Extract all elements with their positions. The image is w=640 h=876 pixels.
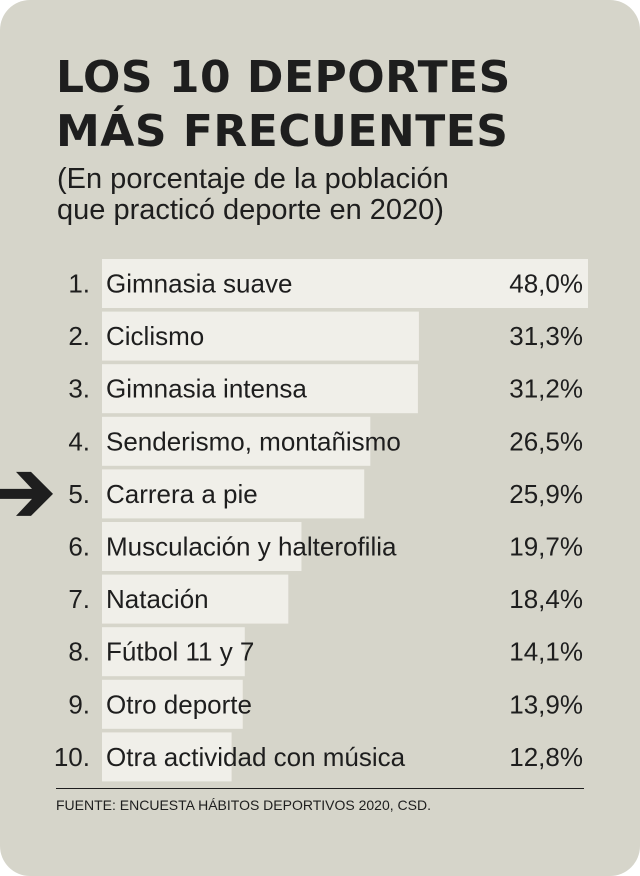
title-line-2: MÁS FRECUENTES xyxy=(56,106,509,157)
bar-2 xyxy=(102,311,419,361)
rank-label: 4. xyxy=(68,426,90,456)
rank-label: 7. xyxy=(68,584,90,614)
source-note: FUENTE: ENCUESTA HÁBITOS DEPORTIVOS 2020… xyxy=(56,797,431,813)
category-label: Gimnasia intensa xyxy=(106,374,307,404)
value-label: 18,4% xyxy=(509,584,583,614)
bar-6 xyxy=(102,522,302,571)
category-label: Senderismo, montañismo xyxy=(106,426,401,456)
rank-label: 8. xyxy=(68,637,90,667)
bar-8 xyxy=(102,627,245,677)
category-label: Musculación y halterofilia xyxy=(106,532,397,562)
value-label: 31,2% xyxy=(509,374,583,404)
category-label: Gimnasia suave xyxy=(106,269,292,299)
subtitle-line-1: (En porcentaje de la población xyxy=(57,163,449,195)
value-label: 25,9% xyxy=(509,479,583,509)
source-divider xyxy=(56,788,584,789)
arrow-right-icon xyxy=(0,471,53,516)
value-label: 48,0% xyxy=(509,269,583,299)
bar-1 xyxy=(102,259,588,308)
category-label: Ciclismo xyxy=(106,321,204,351)
value-label: 14,1% xyxy=(509,637,583,667)
rank-label: 6. xyxy=(68,532,90,562)
bar-9 xyxy=(102,679,243,729)
category-label: Otro deporte xyxy=(106,689,252,719)
rank-label: 2. xyxy=(68,321,90,351)
value-label: 31,3% xyxy=(509,321,583,351)
bar-10 xyxy=(102,732,232,782)
title-line-1: LOS 10 DEPORTES xyxy=(56,52,511,103)
subtitle-line-2: que practicó deporte en 2020) xyxy=(57,194,444,226)
category-label: Otra actividad con música xyxy=(106,742,406,772)
rank-label: 1. xyxy=(68,269,90,299)
value-label: 12,8% xyxy=(509,742,583,772)
rank-label: 5. xyxy=(68,479,90,509)
category-label: Carrera a pie xyxy=(106,479,258,509)
value-label: 19,7% xyxy=(509,532,583,562)
bar-7 xyxy=(102,574,289,624)
bar-3 xyxy=(102,364,418,414)
value-label: 13,9% xyxy=(509,689,583,719)
category-label: Fútbol 11 y 7 xyxy=(106,637,254,667)
rank-label: 10. xyxy=(54,742,90,772)
rank-label: 3. xyxy=(68,374,90,404)
bar-4 xyxy=(102,416,371,466)
rank-label: 9. xyxy=(68,689,90,719)
category-label: Natación xyxy=(106,584,209,614)
value-label: 26,5% xyxy=(509,426,583,456)
bar-5 xyxy=(102,469,365,519)
